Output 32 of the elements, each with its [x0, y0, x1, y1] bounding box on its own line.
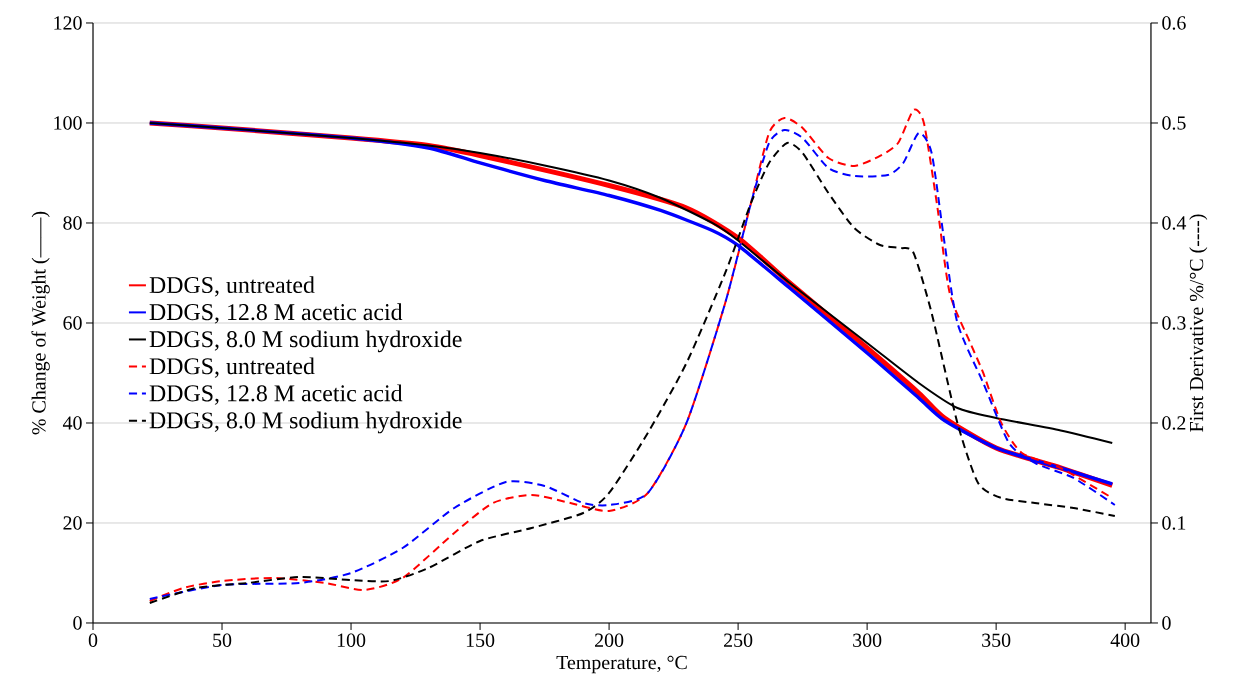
y-tick-label: 60: [63, 316, 82, 330]
y2-tick-label: 0.4: [1162, 216, 1187, 230]
y2-tick-label: 0.3: [1162, 316, 1186, 330]
y-tick-label: 20: [63, 516, 82, 530]
x-tick-label: 150: [466, 633, 495, 647]
x-tick-label: 100: [337, 633, 366, 647]
y-tick-label: 80: [63, 216, 82, 230]
x-tick-label: 400: [1110, 633, 1140, 647]
y-tick-label: 120: [54, 16, 82, 30]
x-tick-label: 250: [724, 633, 753, 647]
legend-label: DDGS, 8.0 M sodium hydroxide: [149, 411, 462, 434]
y2-tick-label: 0.1: [1162, 516, 1186, 530]
y-tick-label: 40: [62, 416, 82, 430]
legend-label: DDGS, untreated: [149, 357, 315, 378]
legend-label: DDGS, 8.0 M sodium hydroxide: [149, 330, 462, 353]
legend-label: DDGS, 12.8 M acetic acid: [149, 384, 403, 405]
x-tick-label: 0: [88, 633, 98, 647]
y2-tick-label: 0.2: [1162, 416, 1186, 430]
legend-label: DDGS, 12.8 M acetic acid: [149, 303, 403, 324]
x-tick-label: 50: [213, 633, 232, 647]
y2-axis-title: First Derivative %/°C (----): [1189, 214, 1208, 432]
y-tick-label: 0: [73, 616, 82, 630]
y-tick-label: 100: [54, 116, 82, 130]
legend-label: DDGS, untreated: [149, 276, 315, 297]
x-tick-label: 200: [595, 633, 624, 647]
x-tick-label: 350: [982, 633, 1011, 647]
y2-tick-label: 0.6: [1162, 16, 1186, 30]
y-axis-title: % Change of Weight (——): [31, 211, 50, 435]
x-tick-label: 300: [853, 633, 882, 647]
y2-tick-label: 0.5: [1162, 116, 1186, 130]
x-axis-title: Temperature, °C: [556, 655, 687, 674]
y2-tick-label: 0: [1162, 616, 1171, 630]
